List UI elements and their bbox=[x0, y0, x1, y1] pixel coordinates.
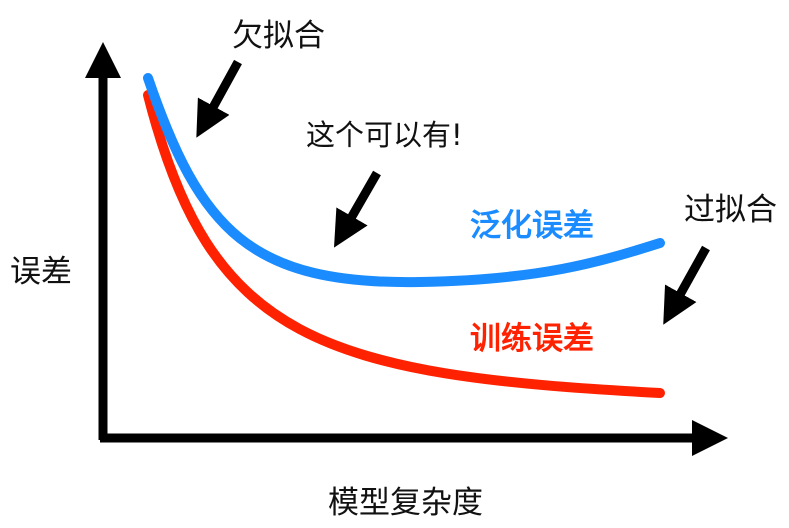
generalization-error-curve bbox=[143, 73, 665, 288]
x-axis-label: 模型复杂度 bbox=[328, 485, 483, 521]
training-error-label: 训练误差 bbox=[470, 321, 594, 357]
just-right-label: 这个可以有! bbox=[306, 118, 463, 152]
y-axis-label: 误差 bbox=[10, 254, 72, 290]
underfit-label: 欠拟合 bbox=[232, 18, 325, 54]
overfit-arrow bbox=[663, 245, 710, 325]
just-right-arrow bbox=[334, 170, 381, 248]
overfit-label: 过拟合 bbox=[684, 192, 777, 228]
training-error-curve bbox=[143, 90, 665, 398]
underfit-arrow bbox=[196, 59, 242, 138]
generalization-error-label: 泛化误差 bbox=[470, 208, 594, 244]
